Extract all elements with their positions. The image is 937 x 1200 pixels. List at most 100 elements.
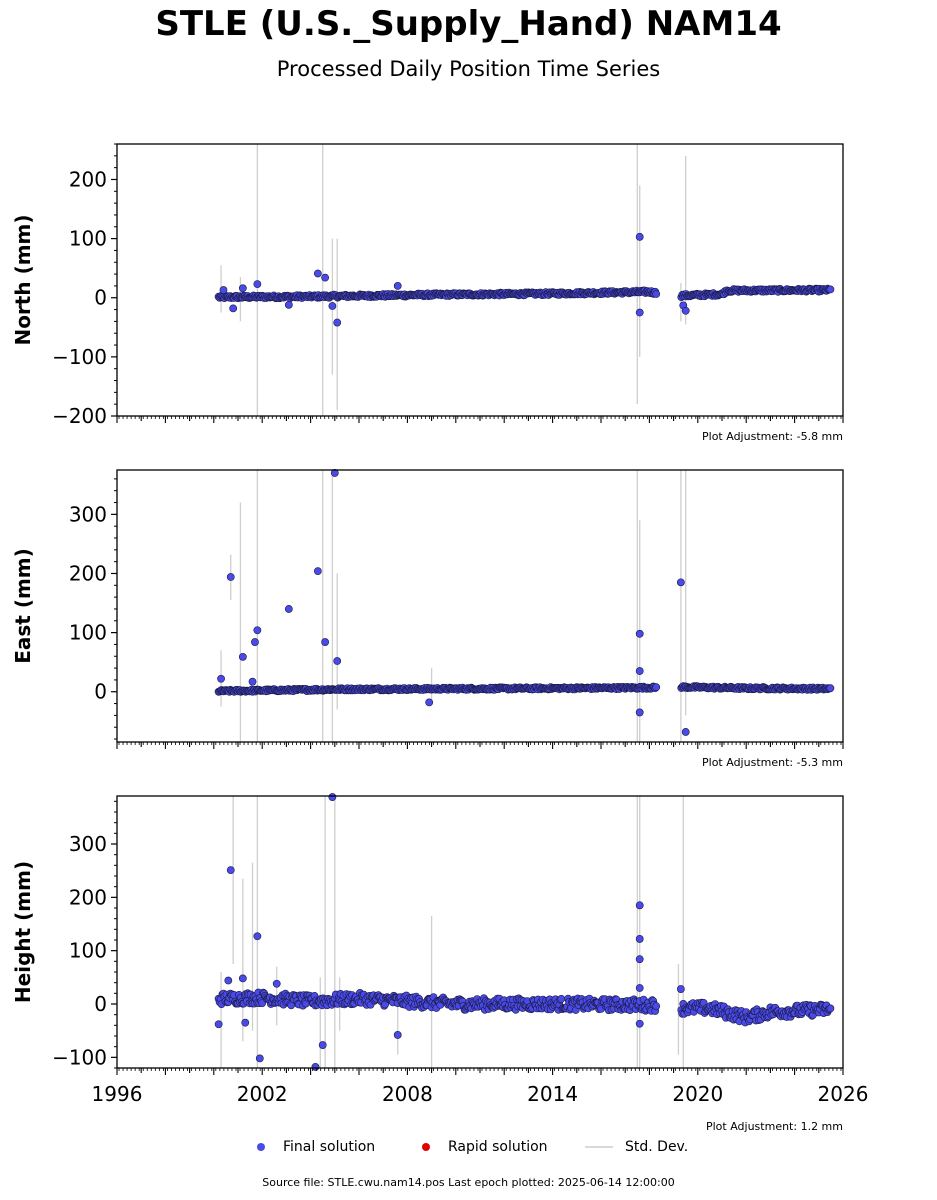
height-axis-label: Height (mm)	[11, 861, 35, 1003]
outlier-point	[226, 866, 235, 875]
data-point	[826, 1004, 835, 1013]
outlier-point	[248, 677, 257, 686]
outlier-point	[635, 232, 644, 241]
x-tick-label: 2026	[818, 1082, 869, 1106]
legend-item-stddev: Std. Dev.	[585, 1136, 688, 1158]
outlier-point	[255, 1054, 264, 1063]
outlier-point	[393, 282, 402, 290]
north-axis-label: North (mm)	[11, 214, 35, 345]
x-tick-label: 2008	[382, 1082, 433, 1106]
outlier-point	[635, 984, 644, 992]
data-point	[652, 290, 661, 298]
x-tick-label: 2014	[527, 1082, 578, 1106]
y-tick-label: 300	[69, 832, 107, 856]
north-plot-frame	[116, 143, 844, 417]
outlier-point	[219, 286, 228, 294]
final-solution-marker-icon	[257, 1143, 265, 1151]
legend-label: Rapid solution	[448, 1139, 548, 1155]
x-tick-label: 2002	[237, 1082, 288, 1106]
y-tick-label: −100	[52, 1045, 107, 1069]
outlier-point	[253, 280, 262, 289]
outlier-point	[318, 1041, 327, 1049]
legend-label: Std. Dev.	[625, 1139, 689, 1155]
outlier-point	[635, 308, 644, 317]
east-panel: 0 100 200 300 East (mm) Plot Adjustment: -5.3…	[11, 469, 844, 769]
outlier-point	[635, 1019, 644, 1028]
outlier-point	[226, 573, 235, 581]
y-tick-label: 200	[69, 885, 107, 909]
outlier-point	[321, 638, 330, 646]
data-point	[557, 995, 566, 1003]
outlier-point	[272, 979, 281, 988]
rapid-solution-marker-icon	[422, 1143, 430, 1151]
data-point	[652, 1002, 661, 1010]
x-tick-label: 2020	[672, 1082, 723, 1106]
outlier-point	[238, 974, 247, 983]
legend: Final solution Rapid solution Std. Dev.	[0, 1136, 937, 1158]
plot-adjustment-label: Plot Adjustment: -5.8 mm	[702, 430, 843, 443]
legend-item-final: Final solution	[257, 1136, 375, 1158]
source-footer: Source file: STLE.cwu.nam14.pos Last epo…	[262, 1176, 675, 1189]
outlier-point	[676, 578, 685, 587]
outlier-point	[214, 1020, 223, 1029]
legend-item-rapid: Rapid solution	[422, 1136, 548, 1158]
y-tick-label: 0	[94, 286, 107, 310]
outlier-point	[311, 1063, 320, 1071]
outlier-point	[328, 793, 337, 801]
outlier-point	[321, 273, 330, 282]
outlier-point	[253, 932, 262, 941]
data-point	[826, 684, 835, 693]
x-tick-label: 1996	[92, 1082, 143, 1106]
outlier-point	[635, 935, 644, 943]
east-plot-frame	[116, 469, 844, 743]
outlier-point	[313, 567, 322, 576]
outlier-point	[238, 284, 247, 293]
plot-adjustment-label: Plot Adjustment: 1.2 mm	[706, 1120, 843, 1133]
outlier-point	[425, 698, 434, 707]
std-dev-line-icon	[585, 1146, 613, 1148]
outlier-point	[313, 269, 322, 278]
y-tick-label: 300	[69, 502, 107, 526]
height-plot-frame	[116, 795, 844, 1069]
north-panel: −200 −100 0 100 200 North (mm) Plot Adjustment…	[11, 143, 844, 443]
outlier-point	[635, 629, 644, 638]
outlier-point	[681, 728, 690, 736]
data-point	[826, 285, 835, 294]
outlier-point	[676, 985, 685, 993]
y-tick-label: 0	[94, 992, 107, 1016]
data-point	[652, 683, 661, 692]
outlier-point	[681, 306, 690, 315]
y-tick-label: 0	[94, 680, 107, 704]
y-tick-label: 200	[69, 561, 107, 585]
chart-title: STLE (U.S._Supply_Hand) NAM14	[155, 4, 782, 44]
outlier-point	[635, 708, 644, 717]
outlier-point	[635, 901, 644, 910]
height-panel: −100 0 100 200 300 Height (mm) Plot Adjustment…	[11, 793, 868, 1133]
outlier-point	[229, 304, 238, 313]
east-axis-label: East (mm)	[11, 548, 35, 664]
outlier-point	[284, 605, 293, 613]
chart-subtitle: Processed Daily Position Time Series	[276, 57, 661, 81]
outlier-point	[253, 626, 262, 635]
outlier-point	[328, 302, 337, 310]
y-tick-label: 100	[69, 939, 107, 963]
y-tick-label: 100	[69, 621, 107, 645]
y-tick-label: 100	[69, 227, 107, 251]
outlier-point	[635, 667, 644, 675]
outlier-point	[241, 1018, 250, 1027]
plot-adjustment-label: Plot Adjustment: -5.3 mm	[702, 756, 843, 769]
outlier-point	[333, 657, 342, 665]
legend-label: Final solution	[283, 1139, 376, 1155]
y-tick-label: −100	[52, 345, 107, 369]
outlier-point	[284, 300, 293, 309]
outlier-point	[238, 652, 247, 661]
outlier-point	[635, 955, 644, 964]
outlier-point	[251, 638, 259, 646]
outlier-point	[217, 674, 225, 683]
y-tick-label: −200	[52, 404, 107, 428]
outlier-point	[224, 976, 233, 985]
outlier-point	[393, 1031, 402, 1039]
outlier-point	[333, 318, 342, 327]
y-tick-label: 200	[69, 167, 107, 191]
